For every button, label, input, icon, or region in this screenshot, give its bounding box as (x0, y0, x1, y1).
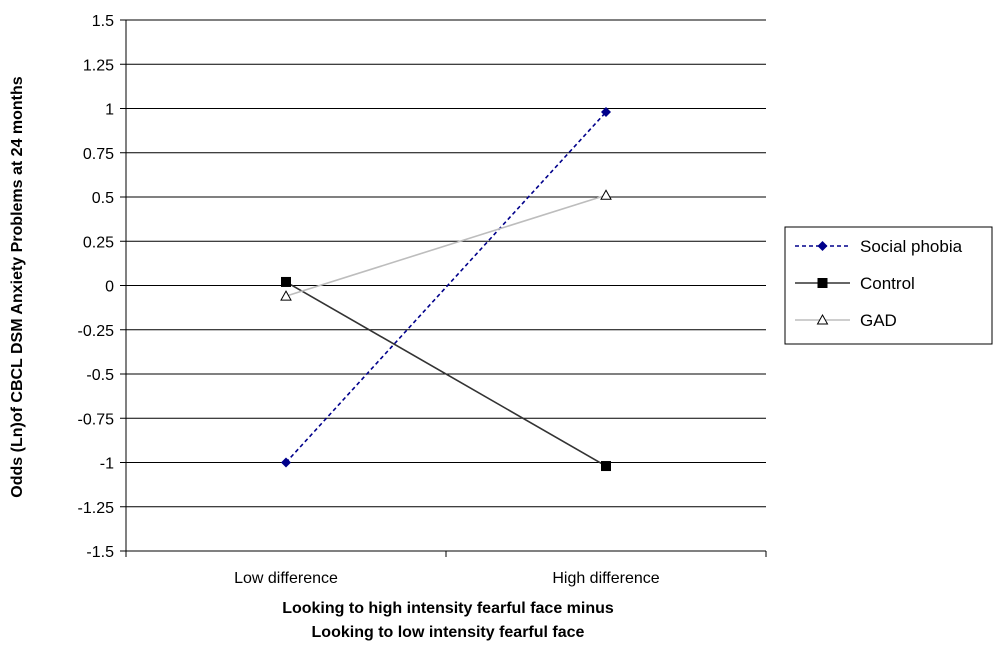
data-point-diamond (601, 107, 611, 118)
y-tick-labels: 1.5 1.25 1 0.75 0.5 0.25 0 -0.25 -0.5 -0.75 -1 -1.2… (78, 13, 115, 561)
x-tick-labels: Low difference High difference (234, 570, 660, 587)
y-tick-label: 0 (105, 279, 114, 296)
y-tick-label: 1 (105, 102, 114, 119)
y-tick-label: 1.5 (92, 13, 114, 30)
y-tick-label: -1 (100, 456, 114, 473)
series-lines (280, 107, 612, 472)
data-point-diamond (817, 241, 828, 251)
data-point-diamond (281, 457, 291, 468)
legend: Social phobia Control GAD (784, 226, 993, 345)
x-tick-label: Low difference (234, 570, 338, 587)
x-tick-label: High difference (552, 570, 659, 587)
y-tick-label: 0.5 (92, 190, 114, 207)
y-tick-label: 1.25 (83, 57, 114, 74)
data-point-square (281, 276, 291, 287)
data-point-square (601, 461, 611, 472)
y-tick-label: -0.75 (78, 411, 115, 428)
y-tick-label: 0.75 (83, 146, 114, 163)
y-tick-label: -1.5 (86, 544, 114, 561)
x-axis-title-line-1: Looking to high intensity fearful face m… (282, 600, 614, 617)
data-point-triangle (600, 189, 612, 200)
data-point-triangle (816, 313, 829, 325)
series-line (285, 194, 607, 297)
legend-label: Social phobia (860, 237, 963, 256)
y-tick-label: -0.25 (78, 323, 115, 340)
legend-label: Control (860, 274, 915, 293)
series-line (285, 111, 607, 464)
legend-label: GAD (860, 311, 897, 330)
data-point-square (817, 278, 828, 288)
axes (120, 19, 767, 557)
y-tick-label: 0.25 (83, 234, 114, 251)
y-tick-label: -1.25 (78, 500, 115, 517)
gridlines (126, 19, 766, 552)
y-axis-title: Odds (Ln)of CBCL DSM Anxiety Problems at… (9, 76, 26, 497)
x-axis-title-line-2: Looking to low intensity fearful face (312, 624, 585, 641)
y-tick-label: -0.5 (86, 367, 114, 384)
series-line (285, 281, 607, 467)
data-point-triangle (280, 290, 292, 301)
